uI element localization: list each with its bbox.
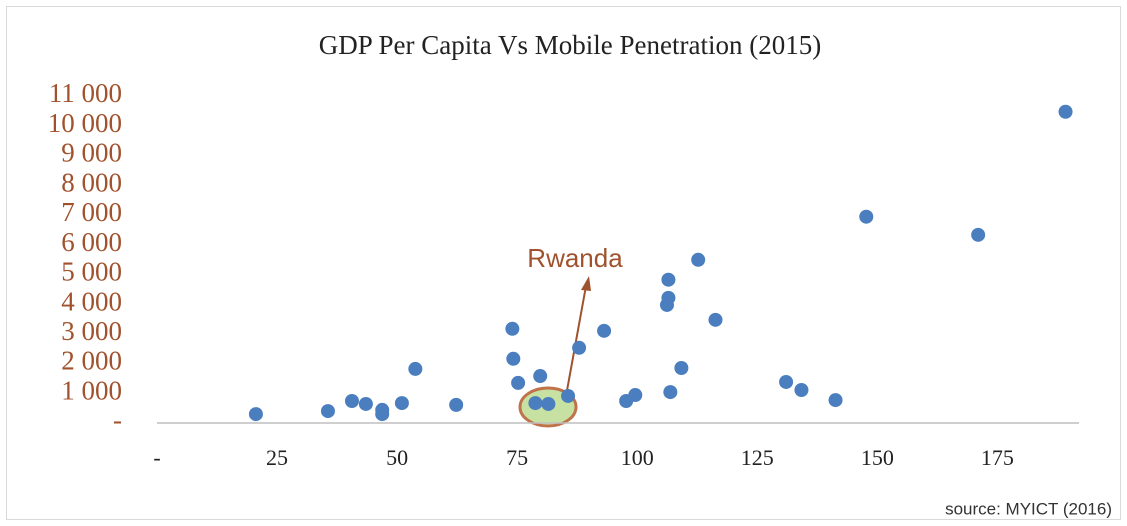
y-tick-label: 10 000 [48,108,122,138]
point [828,393,843,408]
x-tick-label: 75 [506,445,528,470]
point [511,375,526,390]
point [375,407,390,422]
point [663,385,678,400]
point [859,209,874,224]
point [1058,104,1073,119]
y-tick-label: 9 000 [61,138,122,168]
point [394,396,409,411]
annotation-arrow [565,285,587,397]
point [971,227,986,242]
y-tick-label: 8 000 [61,167,122,197]
point [541,396,556,411]
point [248,407,263,422]
x-tick-label: 100 [621,445,654,470]
point [779,374,794,389]
point [628,388,643,403]
source: source: MYICT (2016) [945,499,1112,518]
y-tick-label: 4 000 [61,286,122,316]
point [528,396,543,411]
chart-title: GDP Per Capita Vs Mobile Penetration (20… [319,30,821,60]
point [408,361,423,376]
x-tick-label: 25 [266,445,288,470]
point [344,394,359,409]
y-tick-label: 7 000 [61,197,122,227]
point [449,397,464,412]
point [674,361,689,376]
point [506,351,521,366]
y-tick-label: 1 000 [61,375,122,405]
y-tick-label: - [113,405,122,435]
point [661,272,676,287]
y-tick-label: 2 000 [61,346,122,376]
point [794,383,809,398]
x-tick-label: - [153,445,160,470]
y-tick-label: 5 000 [61,257,122,287]
x-tick-label: 150 [861,445,894,470]
arrow-head [581,276,591,291]
y-tick-label: 6 000 [61,227,122,257]
point [661,290,676,305]
point [572,340,587,355]
point [597,323,612,338]
y-tick-label: 11 000 [49,78,122,108]
point [691,252,706,267]
chart-frame [6,6,1121,520]
y-tick-label: 3 000 [61,316,122,346]
point [561,388,576,403]
point [505,321,520,336]
point [358,396,373,411]
x-tick-label: 125 [741,445,774,470]
x-tick-label: 50 [386,445,408,470]
point [708,312,723,327]
point [533,369,548,384]
x-tick-label: 175 [981,445,1014,470]
annotation: Rwanda [527,243,623,273]
point [320,404,335,419]
